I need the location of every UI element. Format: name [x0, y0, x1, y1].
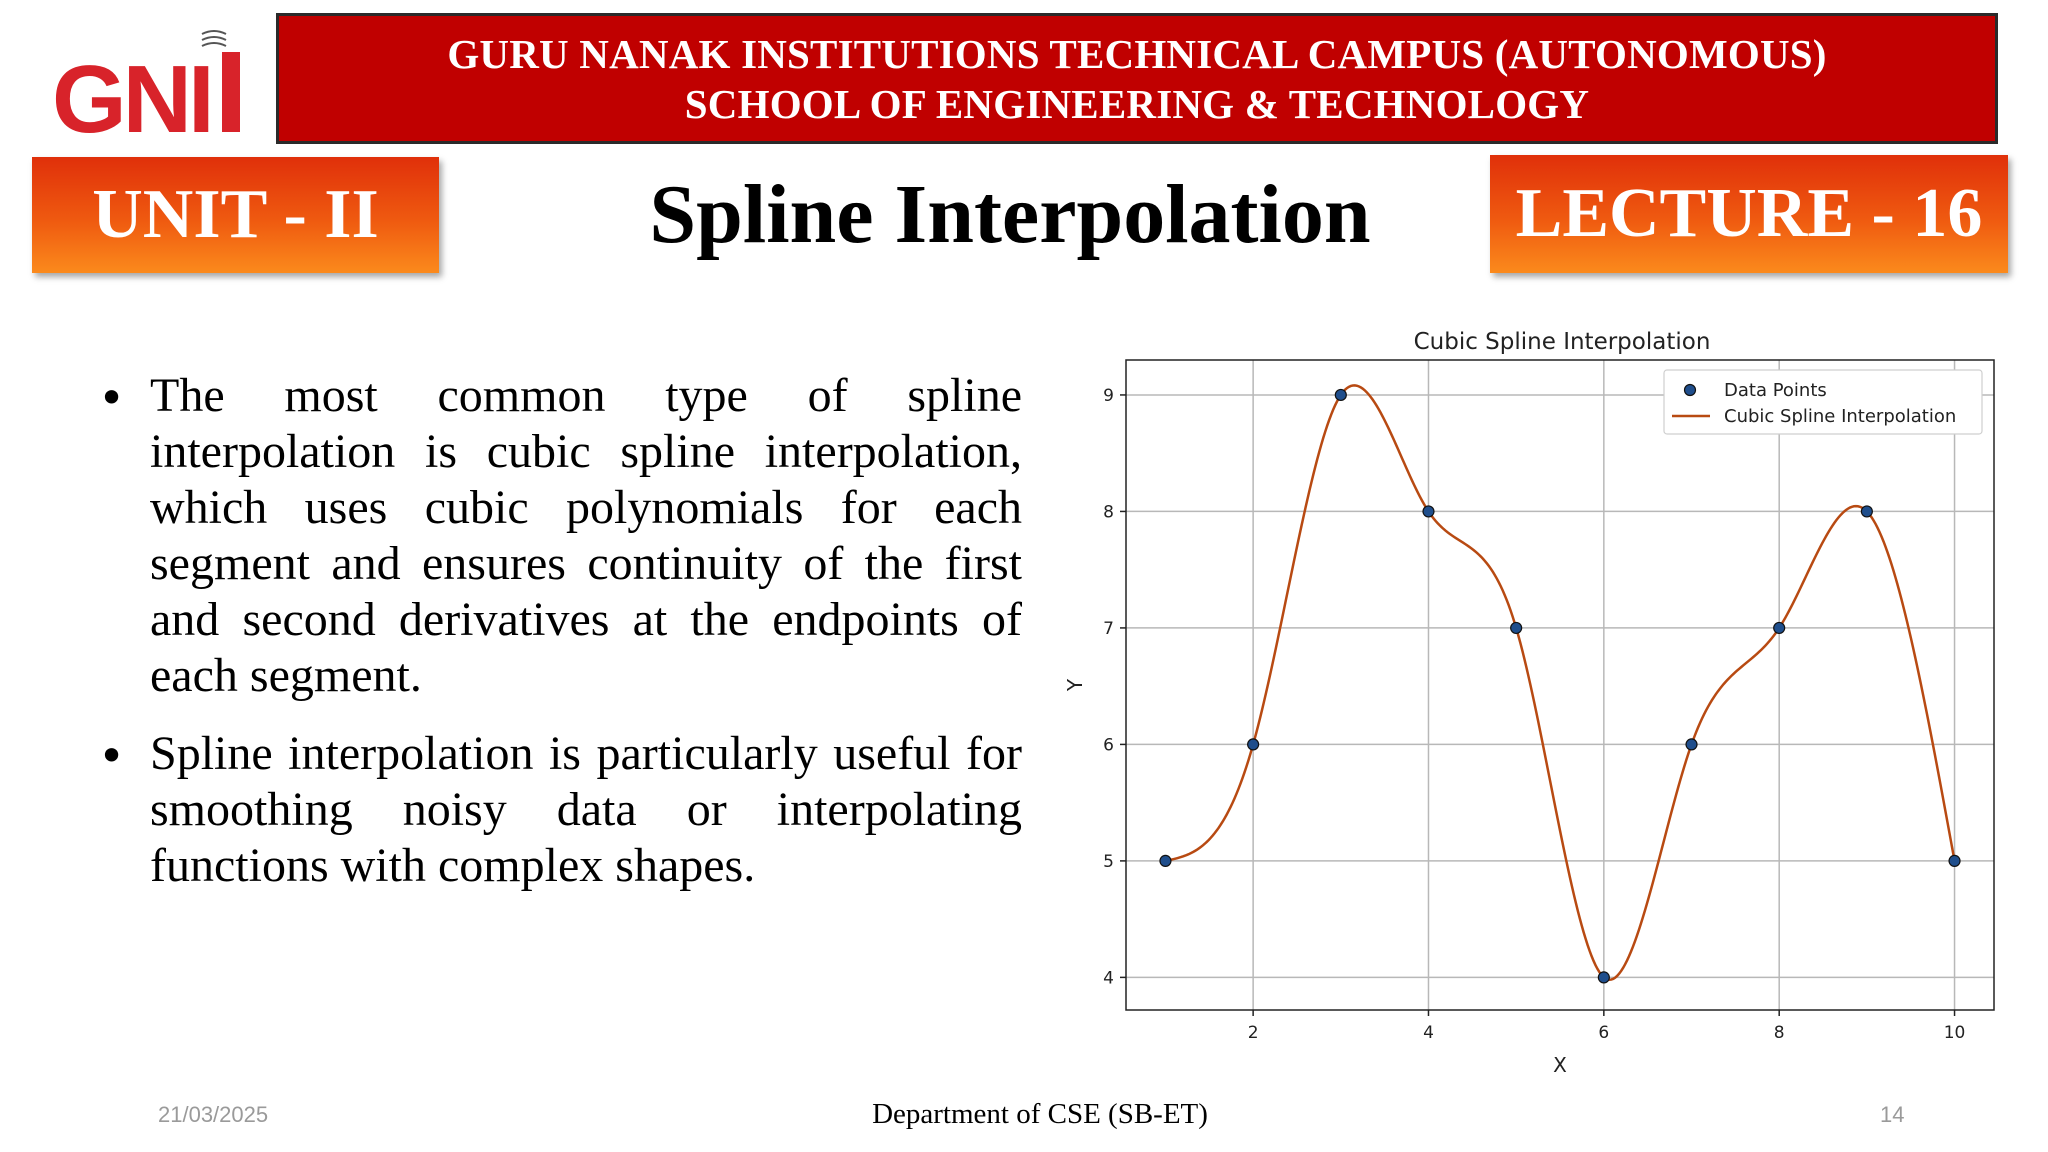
gni-logo-text: GNI	[52, 46, 211, 144]
data-point	[1247, 738, 1260, 751]
gni-logo-graphic: GNI	[52, 30, 240, 153]
x-tick-label: 10	[1944, 1023, 1966, 1043]
data-point	[1685, 738, 1698, 751]
footer-date: 21/03/2025	[158, 1102, 269, 1127]
slide-number: 14	[1880, 1102, 1905, 1127]
chart-title: Cubic Spline Interpolation	[1414, 329, 1711, 355]
data-point	[1334, 388, 1347, 402]
chart-ticks: 2 4 6 8 10 4 5 6 7 8 9	[1103, 386, 1965, 1043]
bullet-dot-icon: •	[98, 729, 126, 783]
institution-banner: GURU NANAK INSTITUTIONS TECHNICAL CAMPUS…	[276, 13, 1998, 144]
legend-label-line: Cubic Spline Interpolation	[1724, 406, 1956, 427]
bullet-dot-icon: •	[98, 371, 126, 425]
chart-grid	[1126, 360, 1994, 1010]
data-point	[1422, 505, 1435, 518]
legend-box	[1663, 369, 1983, 435]
data-point	[1948, 854, 1961, 867]
spline-curve	[1165, 384, 1956, 982]
y-tick-label: 4	[1103, 968, 1114, 988]
chart-svg: Cubic Spline Interpolation 2 4 6 8 10456789 …	[1063, 329, 1995, 1077]
legend-marker-points	[1683, 383, 1697, 397]
y-tick-label: 7	[1103, 619, 1114, 639]
legend-label-points: Data Points	[1724, 380, 1827, 401]
x-axis-label: X	[1553, 1053, 1567, 1077]
y-tick-label: 5	[1103, 852, 1114, 872]
data-point	[1860, 505, 1873, 518]
bullet-text: Spline interpolation is particularly use…	[150, 727, 1022, 892]
data-point	[1510, 621, 1523, 635]
x-tick-label: 8	[1774, 1023, 1785, 1043]
data-point	[1159, 854, 1172, 867]
bullet-item: • Spline interpolation is particularly u…	[98, 726, 1022, 894]
footer-department: Department of CSE (SB-ET)	[872, 1098, 1208, 1130]
bullet-item: • The most common type of spline interpo…	[98, 368, 1022, 704]
chart-legend: Data Points Cubic Spline Interpolation	[1663, 369, 1983, 435]
y-axis-label: Y	[1063, 678, 1087, 692]
spline-chart: Cubic Spline Interpolation 2 4 6 8 10 4 5 6 7 8 9 …	[1060, 318, 2010, 1078]
y-tick-label: 6	[1103, 735, 1114, 755]
x-tick-label: 6	[1598, 1023, 1609, 1043]
x-tick-label: 4	[1423, 1023, 1434, 1043]
data-point	[1597, 971, 1610, 984]
institution-name: GURU NANAK INSTITUTIONS TECHNICAL CAMPUS…	[447, 30, 1827, 77]
unit-badge: UNIT - II	[32, 157, 439, 273]
plot-frame	[1125, 359, 1995, 1011]
y-tick-label: 9	[1103, 386, 1114, 406]
chart-series	[1159, 384, 1961, 984]
data-point	[1773, 621, 1786, 635]
bullet-list: • The most common type of spline interpo…	[98, 368, 1022, 916]
gni-logo-icon: GNI	[52, 22, 264, 153]
y-tick-label: 8	[1103, 502, 1114, 522]
school-name: SCHOOL OF ENGINEERING & TECHNOLOGY	[684, 80, 1590, 127]
lecture-badge: LECTURE - 16	[1490, 155, 2008, 273]
slide-title: Spline Interpolation	[649, 168, 1371, 261]
x-tick-label: 2	[1248, 1023, 1259, 1043]
bullet-text: The most common type of spline interpola…	[150, 369, 1022, 702]
